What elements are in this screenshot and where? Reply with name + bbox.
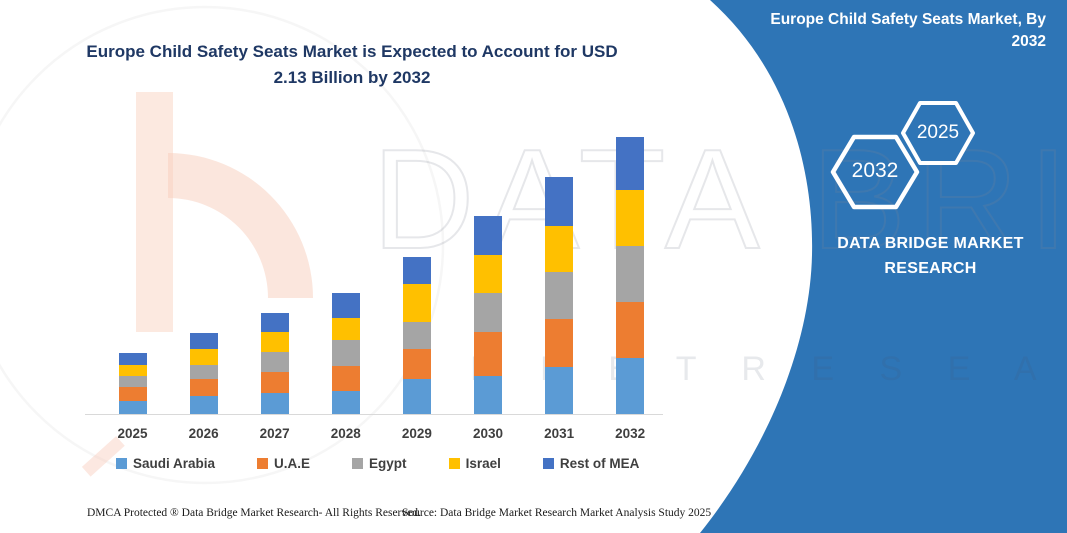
bar-segment-u-a-e-2027 (260, 372, 289, 394)
bar-segment-rest-of-mea-2031 (545, 177, 574, 226)
x-axis-label-2027: 2027 (259, 426, 290, 441)
x-axis-label-2029: 2029 (401, 426, 432, 441)
bar-segment-egypt-2029 (402, 321, 431, 350)
bar-segment-rest-of-mea-2032 (616, 137, 645, 191)
bar-segment-rest-of-mea-2027 (260, 312, 289, 333)
bar-segment-israel-2028 (331, 317, 360, 340)
bar-segment-egypt-2031 (545, 272, 574, 320)
chart-title: Europe Child Safety Seats Market is Expe… (57, 39, 647, 91)
legend-swatch-israel (448, 458, 460, 469)
hexagon-badge-2032-label: 2032 (851, 159, 899, 182)
bar-2030 (474, 216, 502, 414)
legend-item-saudi-arabia: Saudi Arabia (116, 456, 215, 471)
legend-item-egypt: Egypt (352, 456, 407, 471)
bar-segment-saudi-arabia-2032 (616, 358, 645, 414)
bar-segment-israel-2030 (474, 255, 502, 294)
x-axis-label-2031: 2031 (544, 426, 575, 441)
legend-swatch-u-a-e (257, 458, 269, 469)
bar-segment-saudi-arabia-2025 (118, 401, 147, 414)
bar-segment-israel-2032 (616, 190, 645, 247)
side-panel-title: Europe Child Safety Seats Market, By 203… (770, 11, 1046, 50)
brand-name: DATA BRIDGE MARKET RESEARCH (837, 235, 1024, 277)
bar-segment-israel-2029 (402, 284, 431, 322)
legend-label-israel: Israel (465, 456, 501, 471)
bar-segment-rest-of-mea-2029 (402, 256, 431, 285)
legend-label-saudi-arabia: Saudi Arabia (133, 456, 216, 471)
bar-segment-u-a-e-2030 (474, 332, 502, 377)
x-axis-label-2026: 2026 (188, 426, 219, 441)
x-axis-line (85, 414, 663, 415)
legend-swatch-rest-of-mea (542, 458, 554, 469)
bar-segment-u-a-e-2026 (189, 378, 218, 396)
bar-segment-u-a-e-2032 (616, 302, 645, 359)
dmca-notice: DMCA Protected ® Data Bridge Market Rese… (87, 507, 421, 519)
bar-segment-israel-2031 (545, 225, 574, 273)
bar-2029 (402, 256, 431, 414)
legend-item-rest-of-mea: Rest of MEA (542, 456, 640, 471)
x-axis-label-2030: 2030 (472, 426, 504, 441)
x-axis-label-2025: 2025 (117, 426, 148, 441)
chart-legend: Saudi Arabia U.A.E Egypt Israel Rest of MEA (116, 456, 639, 471)
legend-label-u-a-e: U.A.E (274, 456, 311, 471)
x-axis-label-2028: 2028 (330, 426, 361, 441)
bar-segment-saudi-arabia-2028 (331, 390, 360, 414)
bar-segment-saudi-arabia-2027 (260, 393, 289, 414)
bar-segment-u-a-e-2028 (331, 365, 360, 391)
bar-2031 (545, 177, 574, 414)
legend-item-u-a-e: U.A.E (257, 456, 310, 471)
legend-swatch-egypt (352, 458, 364, 469)
bar-segment-rest-of-mea-2026 (189, 333, 218, 350)
bar-segment-saudi-arabia-2026 (189, 395, 218, 414)
chart-title-line2: 2.13 Billion by 2032 (273, 68, 431, 87)
bar-segment-u-a-e-2025 (118, 386, 147, 401)
legend-label-rest-of-mea: Rest of MEA (559, 456, 640, 471)
bar-segment-saudi-arabia-2031 (545, 367, 574, 414)
bar-2027 (260, 312, 289, 414)
bar-segment-egypt-2032 (616, 246, 645, 303)
bar-segment-rest-of-mea-2025 (118, 352, 147, 365)
source-note: Source: Data Bridge Market Research Mark… (402, 507, 712, 519)
bar-2032 (616, 137, 645, 414)
bar-2026 (189, 333, 218, 414)
bar-segment-rest-of-mea-2028 (331, 293, 360, 318)
bar-segment-u-a-e-2029 (402, 349, 431, 379)
chart-title-line1: Europe Child Safety Seats Market is Expe… (86, 42, 618, 61)
footer: DMCA Protected ® Data Bridge Market Rese… (0, 505, 1067, 525)
hexagon-badge-2025-label: 2025 (916, 122, 960, 143)
bar-segment-egypt-2030 (474, 293, 502, 333)
bar-segment-egypt-2025 (118, 376, 147, 387)
bar-2028 (331, 293, 360, 414)
bar-2025 (118, 352, 147, 414)
bar-segment-saudi-arabia-2030 (474, 376, 502, 414)
bar-segment-egypt-2027 (260, 351, 289, 373)
bar-segment-rest-of-mea-2030 (474, 216, 502, 256)
bar-segment-u-a-e-2031 (545, 319, 574, 368)
legend-label-egypt: Egypt (369, 456, 407, 471)
bar-segment-israel-2026 (189, 349, 218, 365)
bar-segment-egypt-2028 (331, 339, 360, 366)
x-axis-label-2032: 2032 (615, 426, 646, 441)
legend-swatch-saudi-arabia (116, 458, 127, 469)
bar-segment-israel-2027 (260, 332, 289, 352)
bar-segment-egypt-2026 (189, 364, 218, 379)
bar-segment-israel-2025 (118, 364, 147, 377)
legend-item-israel: Israel (448, 456, 501, 471)
bar-segment-saudi-arabia-2029 (402, 378, 431, 414)
